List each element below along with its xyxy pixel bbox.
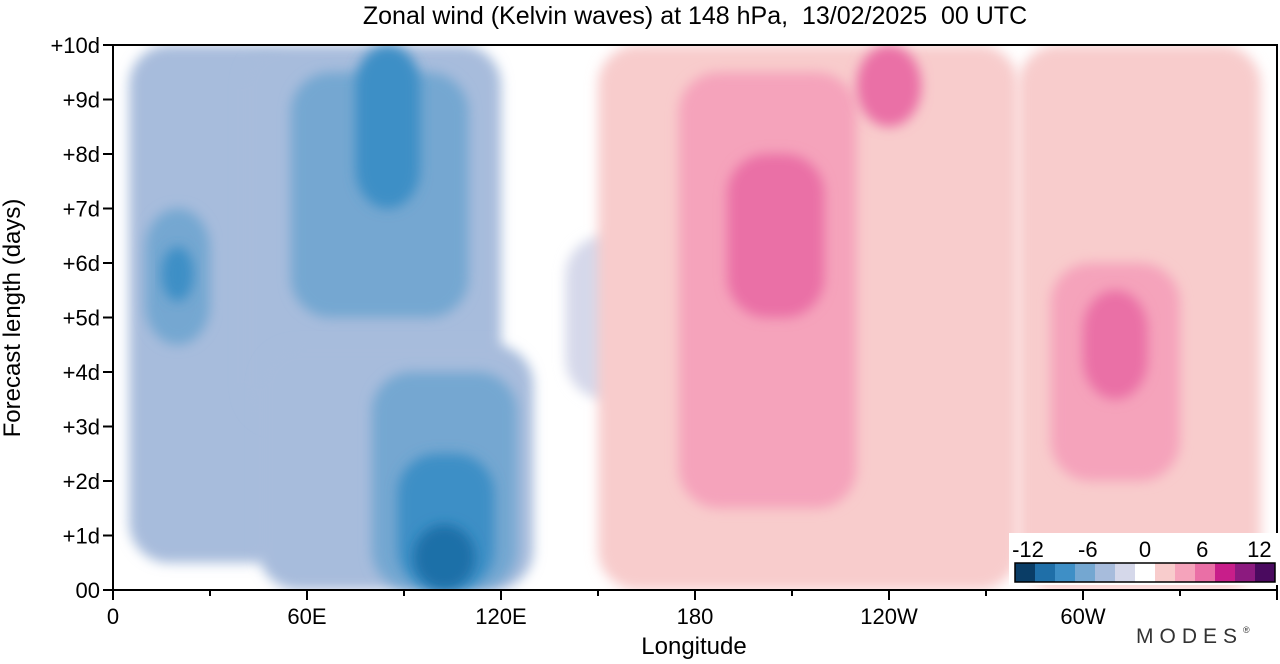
field-region-5 [355,45,421,209]
colorbar-swatch [1015,563,1035,582]
field-region-13 [727,154,825,318]
colorbar-swatch [1215,563,1235,582]
colorbar-swatch [1035,563,1055,582]
colorbar: -12 -6 0 6 12 [1009,533,1279,585]
colorbar-label: 12 [1247,537,1271,562]
field-region-17 [1083,290,1148,400]
x-tick-label: 0 [107,604,119,629]
x-tick-label: 60W [1060,604,1105,629]
colorbar-swatch [1195,563,1215,582]
colorbar-swatch [1115,563,1135,582]
colorbar-swatch [1255,563,1275,582]
y-tick-label: +3d [63,415,100,440]
x-tick-label: 120W [860,604,918,629]
wind-field [129,45,1261,590]
colorbar-label: 6 [1196,537,1208,562]
modes-logo: MODES® [1136,625,1250,648]
colorbar-swatch [1155,563,1175,582]
x-tick-label: 120E [475,604,526,629]
colorbar-frame [1014,562,1276,583]
y-tick-label: +9d [63,88,100,113]
colorbar-swatch [1135,563,1155,582]
colorbar-swatch [1095,563,1115,582]
y-tick-label: 00 [76,578,100,603]
colorbar-label: -12 [1012,537,1044,562]
x-axis-label: Longitude [641,633,747,660]
colorbar-swatch [1055,563,1075,582]
x-tick-label: 60E [287,604,326,629]
y-tick-label: +1d [63,524,100,549]
colorbar-swatch [1175,563,1195,582]
field-region-2 [161,246,194,302]
y-tick-label: +2d [63,469,100,494]
y-tick-label: +10d [50,33,100,58]
y-tick-label: +4d [63,360,100,385]
x-axis: 0 60E 120E 180 120W 60W [107,590,1278,629]
x-tick-label: 180 [677,604,714,629]
y-tick-label: +6d [63,251,100,276]
colorbar-swatch [1235,563,1255,582]
field-region-14 [856,45,922,127]
y-tick-label: +5d [63,306,100,331]
y-tick-label: +8d [63,142,100,167]
chart-title: Zonal wind (Kelvin waves) at 148 hPa, 13… [362,2,1028,30]
colorbar-label: 0 [1139,537,1151,562]
field-region-9 [413,524,476,590]
colorbar-swatch [1075,563,1095,582]
y-axis: 00 +1d +2d +3d +4d +5d +6d +7d +8d +9d +10d [50,33,113,603]
colorbar-label: -6 [1078,537,1098,562]
y-tick-label: +7d [63,197,100,222]
